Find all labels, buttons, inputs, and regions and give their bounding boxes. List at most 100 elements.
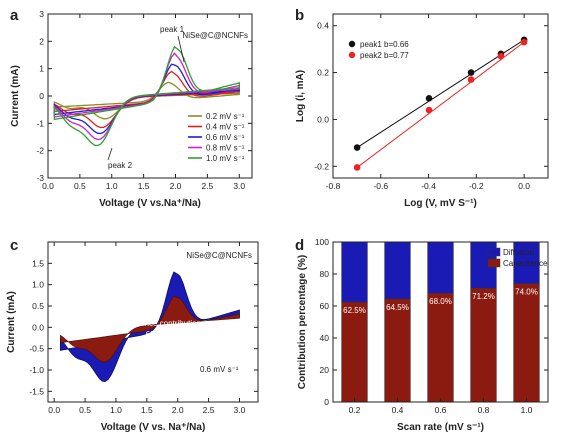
y-axis-label: Contribution percentage (%) [297,255,308,389]
y-tick-label: 1.5 [32,258,44,268]
y-tick-label: 1.0 [32,280,44,290]
fit-line-2 [356,41,525,168]
x-tick-label: 0.8 [478,405,490,415]
bar-capacitance [427,292,454,403]
legend-label: 0.8 mV s⁻¹ [206,144,245,153]
y-tick-label: 100 [315,237,329,247]
legend-swatch [348,40,356,48]
x-tick-label: 1.5 [141,405,153,415]
x-tick-label: 2.0 [172,405,184,415]
y-axis-label: Current (mA) [10,65,21,127]
x-axis-label: Scan rate (mV s⁻¹) [397,422,484,433]
peak-1-arrow [177,35,185,63]
chart-title: NiSe@C@NCNFs [186,251,252,260]
panel-label-d: d [295,237,304,254]
x-tick-label: 1.0 [521,405,533,415]
x-tick-label: 0.5 [74,181,86,191]
x-tick-label: -0.4 [421,181,436,191]
y-tick-label: 20 [320,365,330,375]
panel-label-c: c [10,237,18,254]
legend-label: Diffusion [503,248,534,257]
x-tick-label: 3.0 [234,405,246,415]
y-tick-label: -1 [36,118,44,128]
annotation-peak-2: peak 2 [108,161,133,170]
x-tick-label: 2.5 [201,181,213,191]
capacitance-annotation: Capacitance contribution [113,319,201,328]
x-tick-label: 0.0 [42,181,54,191]
x-axis-label: Log (V, mV S⁻¹) [404,198,477,209]
y-tick-label: -1.0 [29,365,44,375]
bar-data-label: 71.2% [472,292,495,301]
x-tick-label: 1.0 [110,405,122,415]
capacitance-value: 68.0% [146,330,169,339]
x-tick-label: 0.5 [79,405,91,415]
legend-label: 0.6 mV s⁻¹ [206,133,245,142]
x-tick-label: 2.5 [203,405,215,415]
data-point [353,144,361,151]
legend-swatch [487,247,501,257]
y-axis-label: Log (i, mA) [295,70,306,122]
data-point [425,95,433,102]
x-tick-label: 2.0 [170,181,182,191]
bar-data-label: 74.0% [515,288,538,297]
plot-frame [332,13,549,179]
legend-label: peak2 b=0.77 [360,51,409,60]
legend-swatch [348,51,356,59]
x-tick-label: 0.0 [48,405,60,415]
y-tick-label: -0.2 [314,161,329,171]
legend-label: 0.2 mV s⁻¹ [206,112,245,121]
y-tick-label: 0.0 [32,322,44,332]
bar-diffusion [384,241,411,300]
bar-capacitance [341,301,368,403]
bar-data-label: 62.5% [343,306,366,315]
fit-line-1 [356,39,525,148]
bar-diffusion [513,241,540,284]
x-tick-label: -0.8 [326,181,341,191]
bar-diffusion [427,241,454,294]
y-tick-label: 0.0 [317,114,329,124]
x-tick-label: -0.2 [469,181,484,191]
x-tick-label: 1.0 [106,181,118,191]
x-tick-label: 0.4 [392,405,404,415]
y-tick-label: 0.4 [317,21,329,31]
y-tick-label: 0 [39,91,44,101]
legend-swatch [487,258,501,268]
bar-capacitance [384,298,411,403]
annotation-peak-1: peak 1 [160,25,185,34]
y-tick-label: 2 [39,36,44,46]
data-point [497,52,505,60]
legend-label: Capacitance [503,259,548,268]
data-point [353,164,361,171]
capacitive-area [60,296,240,363]
cv-curve-5 [53,45,240,147]
cv-curve-1 [53,81,240,120]
y-tick-label: 0.2 [317,68,329,78]
scan-rate-label: 0.6 mV s⁻¹ [200,365,239,374]
y-tick-label: 0 [324,397,329,407]
bar-capacitance [513,283,540,403]
legend-label: peak1 b=0.66 [360,40,409,49]
y-tick-label: -1.5 [29,386,44,396]
legend-label: 0.4 mV s⁻¹ [206,123,245,132]
chart-panel-a: 0.0 0.5 1.0 1.5 2.0 2.5 3.0 -3 -2 -1 0 1 2 3 Voltage (… [10,9,253,209]
panel-label-b: b [295,7,304,24]
y-tick-label: -3 [36,173,44,183]
panel-label-a: a [10,7,19,24]
y-tick-label: -0.5 [29,344,44,354]
x-axis-label: Voltage (V vs.Na⁺/Na) [99,198,201,209]
x-tick-label: 0.6 [435,405,447,415]
data-point [425,106,433,114]
chart-title: NiSe@C@NCNFs [182,31,248,40]
y-tick-label: 1 [39,64,44,74]
y-axis-label: Current (mA) [6,291,17,353]
data-point [520,38,528,46]
plot-frame [47,241,259,403]
x-tick-label: 1.5 [138,181,150,191]
bar-data-label: 64.5% [386,303,409,312]
chart-panel-c: 0.0 0.5 1.0 1.5 2.0 2.5 3.0 -1.5 -1.0 -0.5 0.0 0.5 1… [6,241,259,433]
x-tick-label: 3.0 [233,181,245,191]
x-tick-label: -0.6 [373,181,388,191]
y-tick-label: -2 [36,146,44,156]
peak-2-arrow [107,147,113,161]
